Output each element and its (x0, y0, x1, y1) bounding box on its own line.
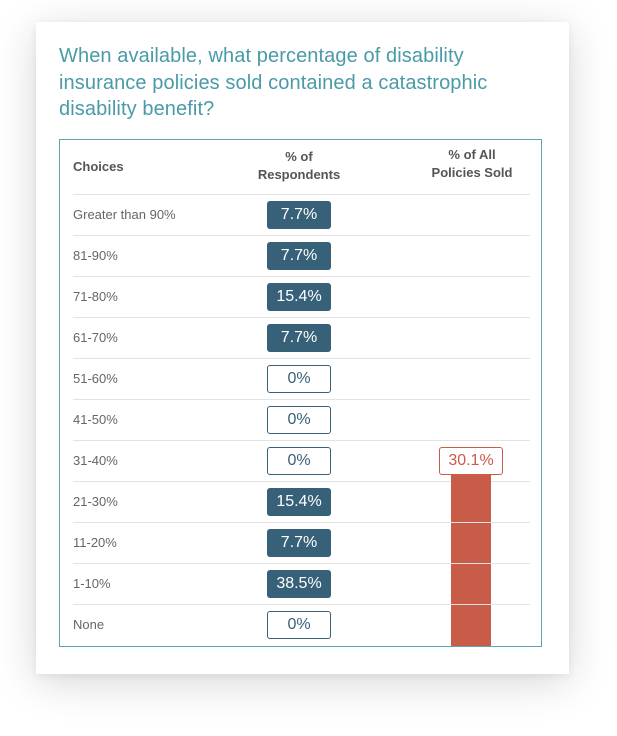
row-divider (73, 276, 530, 277)
respondents-value: 0% (267, 405, 331, 434)
header-choices: Choices (73, 159, 124, 174)
header-respondents: % of Respondents (231, 148, 367, 184)
row-divider (73, 358, 530, 359)
row-choice-label: 61-70% (73, 329, 118, 345)
row-divider (73, 604, 530, 605)
respondents-value: 0% (267, 364, 331, 393)
row-divider (73, 317, 530, 318)
question-title: When available, what percentage of disab… (59, 45, 488, 120)
respondents-value: 15.4% (267, 282, 331, 311)
row-divider (73, 235, 530, 236)
respondents-value: 7.7% (267, 323, 331, 352)
row-choice-label: 71-80% (73, 288, 118, 304)
row-choice-label: Greater than 90% (73, 206, 176, 222)
row-choice-label: 81-90% (73, 247, 118, 263)
row-choice-label: 1-10% (73, 575, 111, 591)
respondents-value: 7.7% (267, 528, 331, 557)
row-divider (73, 440, 530, 441)
respondents-value: 7.7% (267, 200, 331, 229)
row-choice-label: 21-30% (73, 493, 118, 509)
header-divider (73, 194, 530, 195)
row-choice-label: 11-20% (73, 534, 117, 550)
row-divider (73, 399, 530, 400)
row-choice-label: 41-50% (73, 411, 118, 427)
respondents-value: 7.7% (267, 241, 331, 270)
respondents-value: 0% (267, 610, 331, 639)
results-table: Choices % of Respondents % of All Policies… (59, 139, 542, 647)
policies-bar (451, 474, 491, 646)
header-policies-text: % of All Policies Sold (431, 147, 513, 180)
header-respondents-text: % of Respondents (257, 149, 341, 182)
row-divider (73, 563, 530, 564)
row-choice-label: None (73, 616, 105, 632)
header-policies: % of All Policies Sold (403, 146, 541, 182)
policies-value: 30.1% (439, 446, 503, 475)
row-divider (73, 481, 530, 482)
respondents-value: 0% (267, 446, 331, 475)
respondents-value: 38.5% (267, 569, 331, 598)
respondents-value: 15.4% (267, 487, 331, 516)
row-divider (73, 522, 530, 523)
row-choice-label: 31-40% (73, 452, 118, 468)
row-choice-label: 51-60% (73, 370, 118, 386)
